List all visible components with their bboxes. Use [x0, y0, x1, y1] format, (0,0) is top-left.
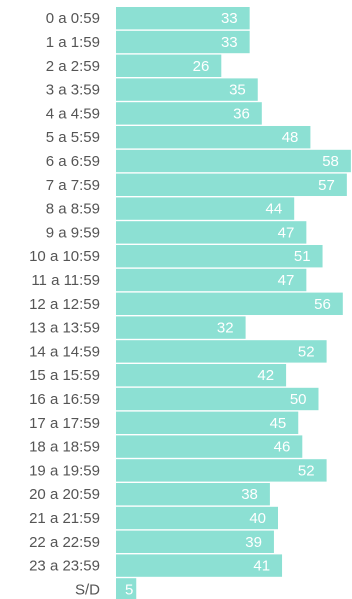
value-label-17: 45 — [270, 415, 287, 432]
category-label-0: 0 a 0:59 — [46, 10, 100, 27]
bar-0 — [116, 7, 250, 30]
value-label-20: 38 — [241, 486, 258, 503]
value-label-16: 50 — [290, 391, 307, 408]
category-label-21: 21 a 21:59 — [29, 510, 100, 527]
category-label-2: 2 a 2:59 — [46, 58, 100, 75]
value-label-6: 58 — [322, 153, 339, 170]
value-label-15: 42 — [257, 367, 274, 384]
value-label-11: 47 — [278, 272, 295, 289]
bar-23 — [116, 554, 283, 577]
bar-19 — [116, 459, 327, 482]
category-label-5: 5 a 5:59 — [46, 129, 100, 146]
value-label-1: 33 — [221, 34, 238, 51]
category-label-4: 4 a 4:59 — [46, 105, 100, 122]
value-label-21: 40 — [249, 510, 266, 527]
category-label-6: 6 a 6:59 — [46, 153, 100, 170]
value-label-10: 51 — [294, 248, 311, 265]
category-label-14: 14 a 14:59 — [29, 343, 100, 360]
bar-24 — [116, 578, 137, 599]
value-label-7: 57 — [318, 177, 335, 194]
bar-1 — [116, 30, 250, 54]
bar-5 — [116, 126, 311, 149]
value-label-22: 39 — [245, 534, 262, 551]
category-label-8: 8 a 8:59 — [46, 201, 100, 218]
bar-20 — [116, 483, 270, 506]
category-label-18: 18 a 18:59 — [29, 439, 100, 456]
bar-12 — [116, 292, 343, 315]
bar-10 — [116, 245, 323, 268]
bar-22 — [116, 530, 274, 553]
bar-18 — [116, 435, 303, 458]
value-label-12: 56 — [314, 296, 331, 313]
category-label-10: 10 a 10:59 — [29, 248, 100, 265]
bar-16 — [116, 387, 319, 411]
bar-21 — [116, 506, 278, 530]
category-label-16: 16 a 16:59 — [29, 391, 100, 408]
value-label-19: 52 — [298, 462, 315, 479]
bar-8 — [116, 197, 295, 220]
category-label-15: 15 a 15:59 — [29, 367, 100, 384]
value-label-23: 41 — [253, 558, 270, 575]
value-label-5: 48 — [282, 129, 299, 146]
bar-14 — [116, 340, 327, 363]
bar-9 — [116, 221, 307, 244]
bar-15 — [116, 364, 287, 387]
category-label-20: 20 a 20:59 — [29, 486, 100, 503]
bar-11 — [116, 268, 307, 292]
bar-4 — [116, 102, 262, 125]
category-label-9: 9 a 9:59 — [46, 224, 100, 241]
category-label-13: 13 a 13:59 — [29, 320, 100, 337]
bar-2 — [116, 54, 222, 77]
category-label-24: S/D — [75, 581, 100, 598]
bar-6 — [116, 149, 351, 173]
value-label-2: 26 — [193, 58, 210, 75]
value-label-13: 32 — [217, 320, 234, 337]
value-label-14: 52 — [298, 343, 315, 360]
category-label-7: 7 a 7:59 — [46, 177, 100, 194]
category-label-23: 23 a 23:59 — [29, 558, 100, 575]
category-label-11: 11 a 11:59 — [31, 272, 100, 289]
bar-17 — [116, 411, 299, 434]
value-label-3: 35 — [229, 82, 246, 99]
value-label-4: 36 — [233, 105, 250, 122]
category-label-19: 19 a 19:59 — [29, 462, 100, 479]
value-label-24: 5 — [125, 581, 133, 598]
category-label-12: 12 a 12:59 — [29, 296, 100, 313]
category-labels-group: 0 a 0:59 1 a 1:59 2 a 2:59 3 a 3:59 4 a 4:59… — [29, 10, 100, 598]
bar-3 — [116, 78, 258, 101]
bar-7 — [116, 173, 347, 196]
category-label-22: 22 a 22:59 — [29, 534, 100, 551]
bar-13 — [116, 316, 246, 339]
bars-group — [116, 7, 351, 599]
value-label-0: 33 — [221, 10, 238, 27]
value-label-8: 44 — [266, 201, 283, 218]
category-label-3: 3 a 3:59 — [46, 82, 100, 99]
value-label-18: 46 — [274, 439, 291, 456]
category-label-17: 17 a 17:59 — [29, 415, 100, 432]
value-label-9: 47 — [278, 224, 295, 241]
category-label-1: 1 a 1:59 — [46, 34, 100, 51]
